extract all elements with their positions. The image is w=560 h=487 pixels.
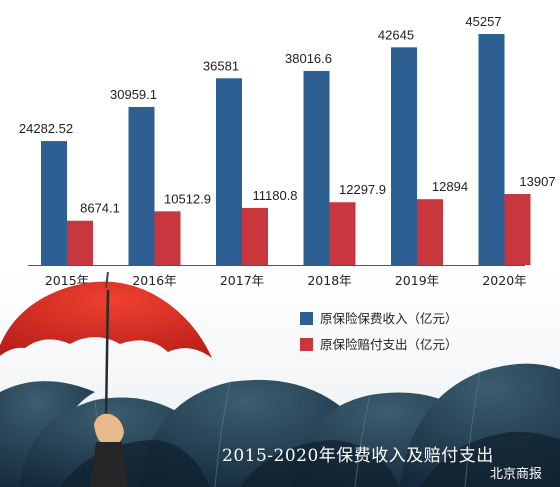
bar-payout-1 xyxy=(154,211,181,265)
data-label-payout-1: 10512.9 xyxy=(164,191,211,206)
data-label-payout-0: 8674.1 xyxy=(80,201,120,216)
x-tick-label-1: 2016年 xyxy=(132,273,176,288)
x-tick-label-5: 2020年 xyxy=(482,273,526,288)
bar-payout-0 xyxy=(67,220,93,265)
x-tick-label-0: 2015年 xyxy=(45,273,89,288)
data-label-premium-3: 38016.6 xyxy=(285,51,332,66)
bar-payout-4 xyxy=(417,199,443,265)
bar-premium-0 xyxy=(41,141,67,265)
bar-premium-4 xyxy=(391,47,417,266)
bars-group xyxy=(41,34,531,266)
value-labels-group: 24282.52 8674.1 30959.1 10512.9 36581 11180.8… xyxy=(19,14,556,216)
bar-payout-3 xyxy=(329,202,356,265)
source-credit: 北京商报 xyxy=(490,467,542,482)
data-label-premium-1: 30959.1 xyxy=(110,87,157,102)
legend-label-0: 原保险保费收入（亿元） xyxy=(320,311,458,326)
bar-premium-2 xyxy=(216,78,242,265)
x-tick-label-2: 2017年 xyxy=(220,273,264,288)
legend-swatch-0 xyxy=(300,312,313,325)
bar-payout-5 xyxy=(504,194,531,265)
dark-umbrellas-icon xyxy=(0,363,560,487)
data-label-premium-5: 45257 xyxy=(465,14,501,29)
data-label-payout-3: 12297.9 xyxy=(339,182,386,197)
data-label-payout-4: 12894 xyxy=(432,179,468,194)
data-label-premium-2: 36581 xyxy=(203,58,239,73)
x-tick-label-3: 2018年 xyxy=(307,273,351,288)
data-label-premium-0: 24282.52 xyxy=(19,121,73,136)
bar-payout-2 xyxy=(242,207,268,265)
data-label-premium-4: 42645 xyxy=(378,27,414,42)
legend-label-1: 原保险赔付支出（亿元） xyxy=(320,337,458,352)
bar-premium-5 xyxy=(478,34,505,265)
hand-icon xyxy=(90,413,128,487)
x-tick-label-4: 2019年 xyxy=(395,273,439,288)
legend-swatch-1 xyxy=(300,338,313,351)
bar-premium-3 xyxy=(303,70,330,265)
red-umbrella-icon xyxy=(0,271,212,421)
bar-premium-1 xyxy=(128,106,155,266)
x-tick-labels-group: 2015年 2016年 2017年 2018年 2019年 2020年 xyxy=(45,273,527,288)
data-label-payout-2: 11180.8 xyxy=(252,188,297,203)
data-label-payout-5: 13907 xyxy=(519,174,555,189)
legend: 原保险保费收入（亿元） 原保险赔付支出（亿元） xyxy=(300,311,458,352)
chart-title: 2015-2020年保费收入及赔付支出 xyxy=(222,446,494,466)
